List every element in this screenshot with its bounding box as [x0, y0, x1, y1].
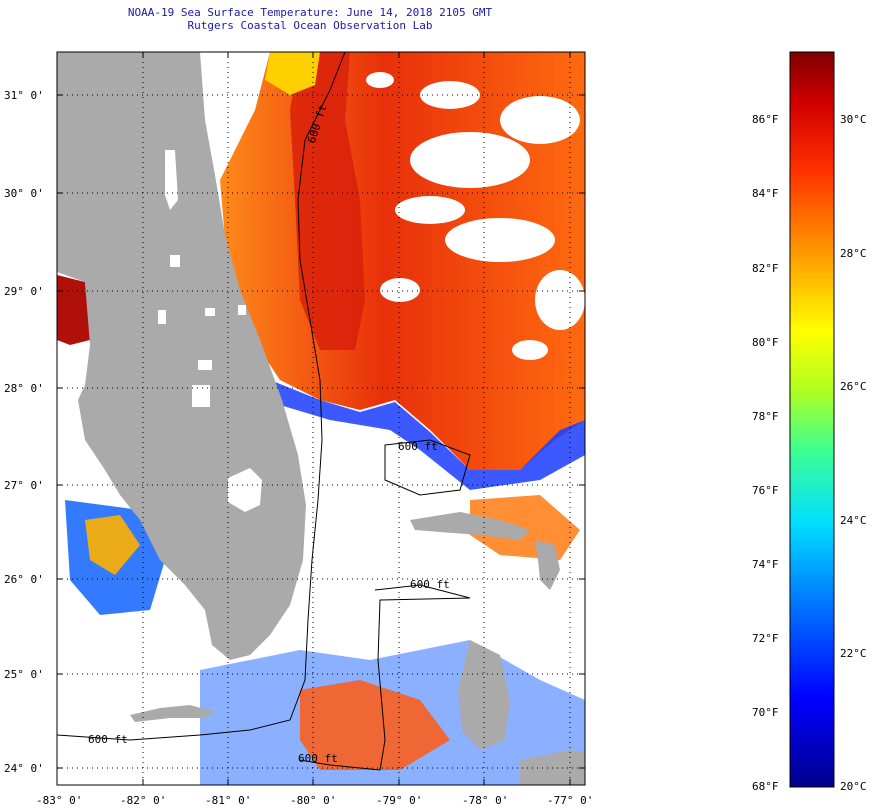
colorbar-c-label: 24°C	[840, 514, 867, 527]
map-border	[56, 51, 586, 786]
lon-label: -80° 0'	[290, 794, 336, 807]
colorbar-f-label: 74°F	[752, 558, 779, 571]
lat-label: 30° 0'	[4, 187, 44, 200]
colorbar-f-label: 82°F	[752, 262, 779, 275]
colorbar-c-label: 22°C	[840, 647, 867, 660]
grid-lines	[57, 52, 585, 785]
longitude-labels: -83° 0' -82° 0' -81° 0' -80° 0' -79° 0' …	[36, 794, 593, 807]
colorbar-c-label: 30°C	[840, 113, 867, 126]
lat-label: 26° 0'	[4, 573, 44, 586]
colorbar-c-labels: 30°C 28°C 26°C 24°C 22°C 20°C	[840, 113, 867, 793]
isobath-label: 600 ft	[398, 440, 438, 453]
isobath-label: 600 ft	[88, 733, 128, 746]
yellow-patch	[265, 52, 320, 95]
keys-warm-patch	[300, 680, 450, 770]
lat-label: 27° 0'	[4, 479, 44, 492]
lat-label: 29° 0'	[4, 285, 44, 298]
andros-island	[458, 640, 510, 750]
lon-label: -78° 0'	[462, 794, 508, 807]
latitude-labels: 31° 0' 30° 0' 29° 0' 28° 0' 27° 0' 26° 0…	[4, 89, 44, 775]
lat-label: 31° 0'	[4, 89, 44, 102]
grand-bahama	[410, 512, 530, 540]
inland-lakes	[158, 150, 246, 407]
lat-label: 25° 0'	[4, 668, 44, 681]
lon-label: -81° 0'	[205, 794, 251, 807]
axis-ticks	[56, 52, 585, 785]
colorbar-f-label: 72°F	[752, 632, 779, 645]
lat-label: 28° 0'	[4, 382, 44, 395]
colorbar-f-label: 86°F	[752, 113, 779, 126]
isobath-label: 600 ft	[410, 578, 450, 591]
cloud-cover	[366, 72, 585, 360]
lake-okeechobee	[228, 468, 262, 512]
colorbar-f-label: 76°F	[752, 484, 779, 497]
colorbar-f-label: 70°F	[752, 706, 779, 719]
gulf-scatter-patch-warm	[85, 515, 140, 575]
colorbar-f-label: 80°F	[752, 336, 779, 349]
lon-label: -79° 0'	[376, 794, 422, 807]
colorbar-f-labels: 86°F 84°F 82°F 80°F 78°F 76°F 74°F 72°F …	[752, 113, 779, 793]
map-subtitle: Rutgers Coastal Ocean Observation Lab	[187, 19, 433, 32]
isobath-label: 600 ft	[298, 752, 338, 765]
florida-keys	[130, 705, 215, 722]
gulf-warm-patch	[57, 275, 90, 345]
lat-label: 24° 0'	[4, 762, 44, 775]
colorbar-f-label: 84°F	[752, 187, 779, 200]
isobath-lines	[57, 52, 471, 771]
cold-band	[262, 380, 585, 490]
lon-label: -83° 0'	[36, 794, 82, 807]
sst-layer	[57, 52, 585, 785]
colorbar	[789, 51, 835, 788]
colorbar-c-label: 28°C	[840, 247, 867, 260]
bahamas-warm-patch	[470, 495, 580, 560]
abaco-island	[535, 540, 560, 590]
colorbar-c-label: 20°C	[840, 780, 867, 793]
gulf-stream-core	[290, 52, 365, 350]
colorbar-f-label: 68°F	[752, 780, 779, 793]
lon-label: -77° 0'	[547, 794, 593, 807]
map-title: NOAA-19 Sea Surface Temperature: June 14…	[127, 6, 493, 19]
colorbar-c-label: 26°C	[840, 380, 867, 393]
lon-label: -82° 0'	[120, 794, 166, 807]
colorbar-f-label: 78°F	[752, 410, 779, 423]
